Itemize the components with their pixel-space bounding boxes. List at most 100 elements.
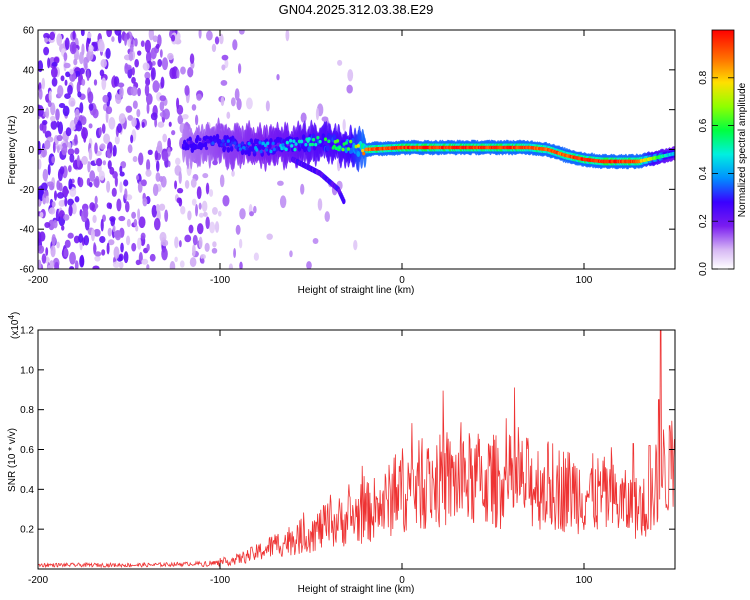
spectrogram-y-tick-label: 60 [23,26,35,37]
spectrogram-noise-speckle [51,201,56,208]
spectrogram-noise-speckle [187,67,194,78]
spectrogram-noise-speckle [86,36,91,44]
spectrogram-ridge-core [233,141,237,145]
spectrogram-noise-speckle [118,215,126,222]
spectrogram-noise-speckle [140,40,145,47]
spectrogram-ridge-band [356,151,361,158]
spectrogram-noise-speckle [88,44,94,52]
spectrogram-noise-speckle [137,208,141,221]
spectrogram-noise-speckle [154,150,159,161]
spectrogram-noise-speckle [74,196,80,203]
spectrogram-noise-speckle [127,144,133,154]
spectrogram-noise-speckle [174,236,179,249]
spectrogram-noise-speckle [157,34,162,47]
spectrogram-noise-speckle [44,130,52,139]
spectrogram-noise-speckle [43,46,50,56]
spectrogram-noise-speckle [127,37,131,47]
spectrogram-noise-speckle [174,180,178,190]
spectrogram-noise-speckle [124,62,129,74]
spectrogram-noise-speckle [56,145,60,153]
spectrogram-noise-speckle [151,204,158,218]
spectrogram-noise-speckle [178,240,182,248]
spectrogram-noise-speckle [64,37,70,50]
spectrogram-noise-speckle [67,84,73,95]
spectrogram-ridge-core [259,149,263,154]
spectrogram-y-tick-label: -60 [20,265,35,276]
spectrogram-noise-speckle [161,239,169,247]
spectrogram-noise-speckle [156,204,160,213]
spectrogram-ridge-core [289,138,293,143]
spectrogram-ridge-core [290,144,294,148]
spectrogram-noise-speckle [206,30,213,41]
spectrogram-noise-speckle [67,148,75,156]
spectrogram-noise-speckle [67,142,72,149]
spectrogram-noise-speckle [89,202,95,211]
spectrogram-noise-speckle [52,141,56,154]
spectrogram-noise-speckle [168,121,172,127]
spectrogram-noise-speckle [205,182,210,195]
spectrogram-noise-speckle [211,43,217,53]
spectrogram-noise-speckle [150,47,157,60]
spectrogram-noise-speckle [321,116,329,122]
spectrogram-noise-speckle [92,108,99,119]
spectrogram-noise-speckle [131,242,137,252]
spectrogram-noise-speckle [146,264,150,269]
spectrogram-noise-speckle [76,154,80,168]
spectrogram-noise-speckle [56,134,63,142]
spectrogram-noise-speckle [169,67,176,80]
spectrogram-noise-speckle [154,219,159,228]
spectrogram-ridge-core [311,137,316,142]
spectrogram-noise-speckle [145,77,151,86]
spectrogram-ridge-core [225,142,229,147]
snr-y-axis-label: SNR (10 * v/v) [7,428,18,492]
spectrogram-noise-speckle [41,253,47,264]
spectrogram-noise-speckle [146,102,150,114]
spectrogram-noise-speckle [219,33,224,45]
spectrogram-noise-speckle [246,97,253,110]
spectrogram-noise-speckle [178,197,183,207]
spectrogram-noise-speckle [46,181,54,187]
spectrogram-noise-speckle [175,157,181,166]
spectrogram-ridge-core [261,141,265,146]
snr-axes: -200 -100 0 100 0.2 0.4 0.6 0.8 1.0 1.2 [20,326,675,586]
spectrogram-noise-speckle [39,211,44,218]
spectrogram-noise-speckle [142,197,148,207]
spectrogram-noise-speckle [142,62,150,71]
spectrogram-ridge-core [213,139,217,143]
spectrogram-noise-speckle [78,51,84,65]
spectrogram-ridge-core [207,140,211,144]
spectrogram-noise-speckle [113,246,120,259]
spectrogram-noise-speckle [220,96,225,107]
spectrogram-noise-speckle [88,103,94,111]
spectrogram-noise-speckle [189,257,197,268]
spectrogram-noise-speckle [68,204,73,217]
spectrogram-noise-speckle [92,214,97,224]
spectrogram-noise-speckle [203,211,208,217]
colorbar-tick-label: 0.0 [698,262,709,276]
spectrogram-noise-speckle [138,152,144,166]
spectrogram-noise-speckle [198,30,202,39]
spectrogram-ridge-core [272,147,276,152]
spectrogram-noise-speckle [62,188,70,195]
spectrogram-noise-speckle [38,88,43,100]
spectrogram-noise-speckle [230,97,236,107]
spectrogram-noise-speckle [238,238,243,249]
spectrogram-ridge-core [271,141,275,146]
spectrogram-noise-speckle [87,32,92,39]
spectrogram-noise-speckle [96,158,103,167]
spectrogram-noise-speckle [191,198,197,206]
snr-line [38,330,675,569]
spectrogram-noise-speckle [61,142,68,156]
spectrogram-noise-speckle [119,86,124,98]
spectrogram-noise-speckle [253,205,257,214]
spectrogram-noise-speckle [196,223,204,235]
spectrogram-noise-speckle [145,93,153,105]
spectrogram-noise-speckle [60,75,65,82]
snr-x-tick-label: 0 [399,575,405,586]
spectrogram-noise-speckle [73,235,80,244]
spectrogram-noise-speckle [119,181,123,194]
spectrogram-noise-speckle [61,225,65,231]
spectrogram-ridge-core [189,140,193,145]
spectrogram-noise-speckle [116,198,122,212]
spectrogram-noise-speckle [198,212,204,218]
